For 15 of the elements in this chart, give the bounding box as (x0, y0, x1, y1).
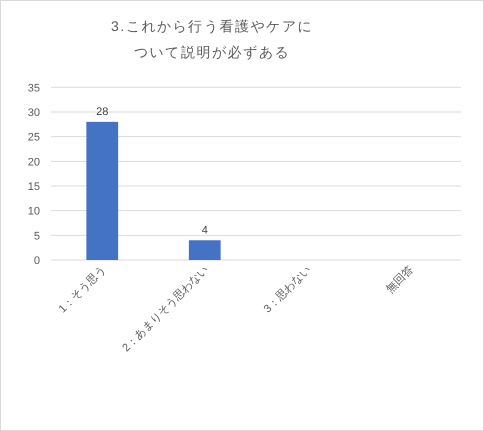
y-tick-label: 10 (28, 206, 40, 218)
y-tick-label: 30 (28, 106, 40, 119)
x-tick-label: 2：あまりそう思わない (120, 264, 211, 354)
y-tick-label: 35 (28, 82, 40, 94)
data-label: 28 (96, 106, 108, 118)
x-tick-label: 無回答 (384, 264, 416, 296)
x-tick-label: 1：そう思う (56, 264, 108, 316)
y-tick-label: 0 (34, 255, 40, 267)
x-tick-label: 3：思わない (262, 264, 314, 316)
y-tick-label: 20 (28, 156, 40, 168)
chart-title: 3.これから行う看護やケアについて説明が必ずある (110, 17, 314, 62)
y-tick-label: 15 (28, 180, 40, 193)
data-label: 4 (202, 224, 208, 236)
y-tick-label: 5 (34, 230, 40, 242)
y-tick-label: 25 (28, 132, 40, 144)
